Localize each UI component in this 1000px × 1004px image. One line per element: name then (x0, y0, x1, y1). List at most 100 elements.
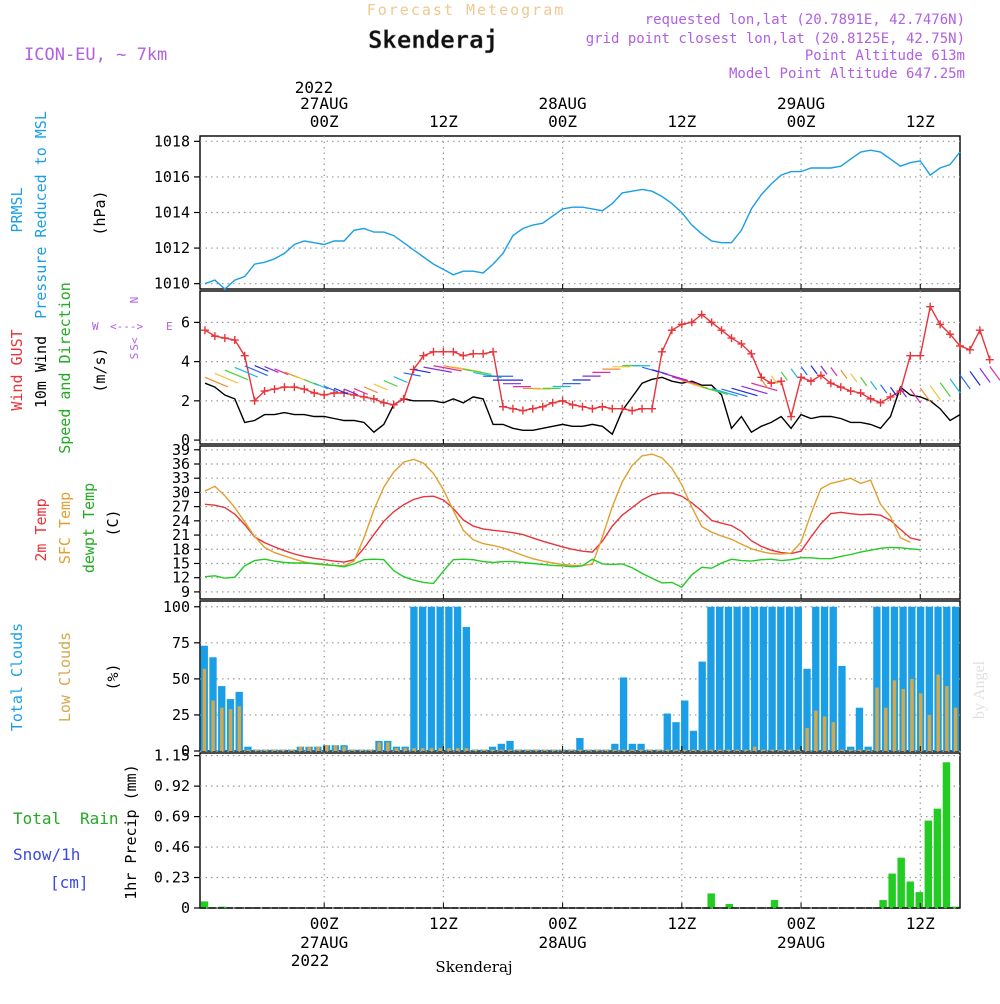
total-cloud-bar (724, 606, 733, 751)
wind-arrow (463, 368, 492, 375)
total-cloud-bar (427, 606, 436, 751)
low-cloud-bar (351, 749, 355, 751)
top-date-label: 29AUG (777, 94, 825, 113)
wind-arrow (413, 368, 431, 374)
gust-marker (767, 379, 776, 388)
gust-marker (230, 336, 239, 345)
low-cloud-bar (779, 749, 783, 751)
pressure-line (204, 149, 961, 290)
y-tick-label: 6 (181, 313, 190, 331)
wind-arrow (323, 385, 339, 393)
y-tick-label: 1014 (154, 204, 190, 222)
temp-label-sfc: SFC Temp (56, 492, 74, 564)
gust-marker (389, 400, 398, 409)
y-tick-label: 33 (172, 469, 190, 487)
gust-marker (856, 389, 865, 397)
low-cloud-bar (517, 749, 521, 751)
y-tick-label: 0 (181, 742, 190, 760)
gust-marker (538, 402, 547, 411)
bottom-hour-label: 00Z (787, 914, 816, 933)
y-tick-label: 1012 (154, 239, 190, 257)
gust-marker (985, 355, 994, 364)
wind-arrow (214, 372, 239, 384)
gust-marker (598, 402, 607, 411)
wind-arrow (343, 388, 359, 396)
wind-arrow (353, 388, 369, 395)
gust-marker (628, 406, 637, 415)
low-cloud-bar (272, 749, 276, 751)
low-cloud-bar (255, 749, 259, 751)
pressure-label-prmsl: PRMSL (8, 187, 26, 232)
low-cloud-bar (237, 706, 242, 751)
top-noon-label: 12Z (429, 112, 458, 131)
gust-marker (806, 377, 815, 386)
low-cloud-bar (639, 749, 643, 751)
wind-arrow (860, 377, 868, 387)
total-cloud-bar (576, 738, 584, 751)
clouds-label-total: Total Clouds (8, 623, 26, 731)
wind-arrow (721, 388, 748, 398)
gust-marker (965, 345, 974, 354)
compass-n: N (128, 297, 141, 304)
gust-marker (469, 349, 478, 358)
low-cloud-bar (368, 749, 373, 751)
clouds-label-unit: (%) (104, 663, 122, 690)
low-cloud-bar (831, 722, 836, 751)
total-cloud-bar (838, 665, 846, 751)
total-cloud-bar (890, 606, 899, 751)
compass-rose: W <---> E N S S< (92, 297, 173, 360)
low-cloud-bar (595, 749, 600, 751)
gust-marker (846, 387, 855, 396)
wind-label-speed-dir: Speed and Direction (56, 282, 74, 454)
low-cloud-bar (403, 748, 408, 751)
gust-marker (419, 351, 428, 360)
bottom-year: 2022 (291, 951, 330, 970)
precip-bar (942, 762, 951, 908)
top-hour-label: 00Z (310, 112, 339, 131)
wind-arrow (850, 373, 858, 383)
y-tick-label: 2 (181, 392, 190, 410)
total-cloud-bar (698, 661, 706, 751)
precip-bar (218, 906, 227, 908)
low-cloud-bar (307, 746, 311, 751)
total-cloud-bar (488, 746, 497, 751)
model-name: ICON-EU, ~ 7km (24, 45, 167, 65)
total-cloud-bar (864, 746, 872, 751)
wind-arrow (333, 387, 349, 395)
low-cloud-bar (875, 687, 879, 751)
total-cloud-bar (506, 740, 514, 751)
low-cloud-bar (228, 709, 233, 751)
wind-arrow (919, 387, 932, 403)
wind-arrow (204, 376, 229, 388)
y-tick-label: 1.15 (154, 747, 190, 765)
bottom-hour-label: 00Z (310, 914, 339, 933)
precip-bar (707, 893, 715, 908)
precip-label-unit: 1hr Precip (mm) (122, 764, 140, 899)
gust-marker (588, 404, 597, 413)
low-cloud-bar (621, 749, 626, 751)
total-cloud-bar (881, 606, 890, 751)
total-cloud-bar (663, 713, 671, 751)
low-cloud-bar (534, 749, 539, 751)
wind-10m-line (204, 376, 961, 436)
low-cloud-bar (936, 674, 940, 751)
wind-arrow (889, 386, 898, 397)
wind-arrow (731, 387, 758, 397)
gust-marker (926, 302, 935, 311)
low-cloud-bar (578, 749, 582, 751)
wind-arrow (701, 386, 728, 396)
total-cloud-bar (672, 722, 680, 751)
low-cloud-bar (866, 749, 871, 751)
low-cloud-bar (822, 716, 827, 751)
precip-bar (897, 857, 905, 908)
precip-bar (951, 906, 960, 908)
bottom-noon-label: 12Z (667, 914, 696, 933)
total-cloud-bar (855, 707, 864, 751)
low-cloud-bar (482, 749, 486, 751)
wind-arrow (254, 365, 269, 372)
low-cloud-bar (499, 749, 504, 751)
total-cloud-bar (707, 606, 715, 751)
wind-arrow (711, 388, 738, 397)
gust-marker (369, 394, 378, 403)
